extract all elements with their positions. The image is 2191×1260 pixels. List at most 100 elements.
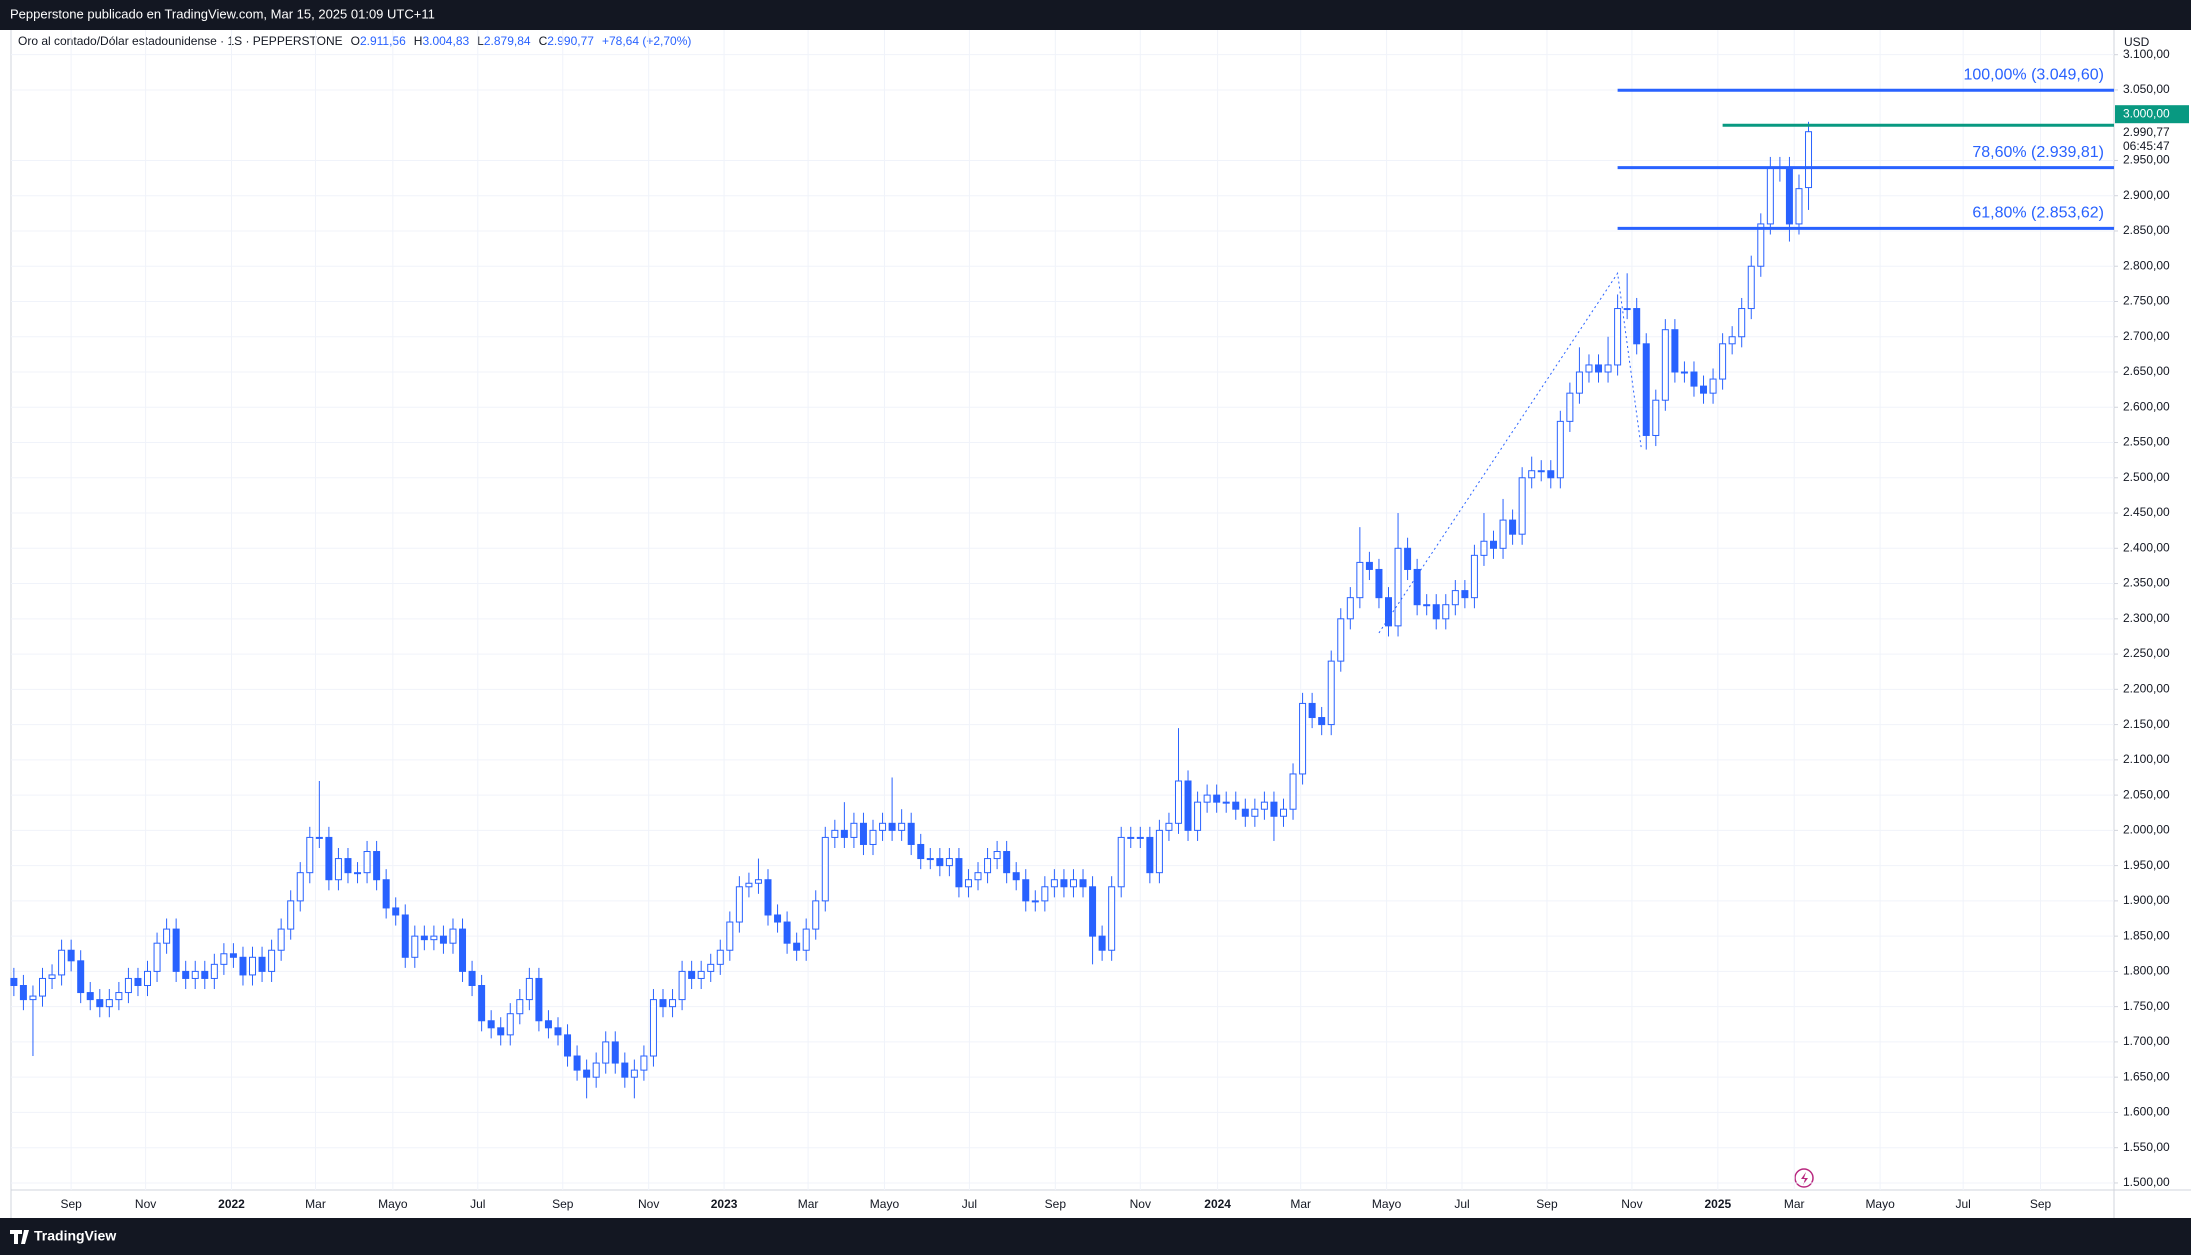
x-tick-label: Mar — [1784, 1197, 1805, 1211]
candle-body — [1423, 604, 1431, 607]
candle-body — [229, 953, 237, 958]
candle-body — [1356, 561, 1364, 599]
candle-body — [573, 1055, 581, 1071]
candle-body — [1652, 399, 1660, 436]
candle-body — [659, 999, 667, 1008]
candle-body — [602, 1041, 610, 1064]
candle-body — [1461, 590, 1469, 599]
candle-body — [1728, 336, 1736, 345]
candle-body — [859, 822, 867, 845]
candle-body — [124, 977, 132, 994]
header-bar — [0, 0, 2191, 30]
candle-body — [354, 872, 362, 875]
candle-body — [1155, 829, 1163, 874]
candle-body — [850, 822, 858, 838]
candle-body — [1022, 879, 1030, 902]
x-tick-label: 2022 — [218, 1197, 245, 1211]
candle-body — [1174, 780, 1182, 824]
footer-bar — [0, 1218, 2191, 1255]
candle-body — [1766, 167, 1774, 225]
x-tick-label: Mayo — [1372, 1197, 1402, 1211]
candle-body — [936, 858, 944, 867]
x-tick-label: Mar — [1290, 1197, 1311, 1211]
candle-body — [1318, 717, 1326, 726]
x-tick-label: Jul — [962, 1197, 977, 1211]
candle-body — [1089, 886, 1097, 937]
candle-body — [1642, 343, 1650, 436]
candle-body — [1012, 872, 1020, 881]
candle-body — [1442, 604, 1450, 620]
candle-body — [1289, 773, 1297, 810]
legend-value: 2.911,56 — [360, 34, 406, 48]
candle-body — [984, 858, 992, 874]
candle-body — [201, 970, 209, 979]
candle-body — [812, 900, 820, 930]
legend-change: +78,64 (+2,70%) — [602, 34, 691, 48]
event-icon-bolt — [1801, 1172, 1808, 1185]
candle-body — [373, 851, 381, 881]
candle-body — [1518, 477, 1526, 535]
candle-body — [1795, 188, 1803, 225]
x-tick-label: Nov — [135, 1197, 156, 1211]
candle-body — [974, 872, 982, 881]
candle-body — [1003, 851, 1011, 874]
y-tick-label: 1.850,00 — [2123, 928, 2170, 942]
event-icon[interactable] — [1794, 1168, 1814, 1188]
candle-body — [287, 900, 295, 930]
fib-label: 100,00% (3.049,60) — [1963, 66, 2104, 83]
x-tick-label: Mar — [798, 1197, 819, 1211]
legend-key: O — [351, 34, 360, 48]
legend: Oro al contado/Dólar estadounidense · 1S… — [18, 34, 691, 48]
candle-body — [58, 949, 66, 976]
candle-body — [1327, 660, 1335, 726]
tv-logo — [10, 1230, 29, 1244]
candle-body — [1184, 780, 1192, 831]
candle-body — [182, 970, 190, 979]
candle-body — [1566, 392, 1574, 422]
y-tick-label: 3.100,00 — [2123, 47, 2170, 61]
candle-body — [144, 970, 152, 987]
candle-body — [630, 1069, 638, 1078]
candle-body — [306, 836, 314, 874]
candle-body — [525, 977, 533, 1001]
candle-body — [745, 882, 753, 888]
candle-body — [258, 956, 266, 972]
candle-body — [1785, 167, 1793, 225]
y-tick-label: 2.350,00 — [2123, 576, 2170, 590]
x-tick-label: Nov — [1621, 1197, 1642, 1211]
candle-body — [783, 921, 791, 944]
candle-body — [945, 858, 953, 867]
y-tick-label: 1.650,00 — [2123, 1069, 2170, 1083]
x-tick-label: Nov — [1130, 1197, 1151, 1211]
candle-body — [1279, 808, 1287, 817]
x-tick-label: Mayo — [870, 1197, 900, 1211]
candle-body — [153, 942, 161, 972]
candle-body — [48, 974, 56, 979]
candle-body — [1556, 420, 1564, 479]
candle-body — [315, 836, 323, 839]
candle-body — [1528, 470, 1536, 479]
candle-body — [669, 999, 677, 1008]
candle-body — [1346, 597, 1354, 620]
candle-body — [1709, 378, 1717, 394]
candle-body — [1060, 879, 1068, 888]
candle-body — [821, 836, 829, 902]
candle-body — [1384, 597, 1392, 627]
y-tick-label: 2.950,00 — [2123, 153, 2170, 167]
candle-body — [1337, 618, 1345, 662]
y-tick-label: 2.550,00 — [2123, 435, 2170, 449]
price-line-label: 3.000,00 — [2123, 106, 2170, 120]
candle-body — [926, 858, 934, 861]
y-tick-label: 2.650,00 — [2123, 364, 2170, 378]
last-price-label: 2.990,77 — [2123, 125, 2170, 139]
candle-body — [1432, 604, 1440, 620]
candle-body — [1194, 801, 1202, 831]
candle-body — [764, 879, 772, 916]
candle-body — [1700, 385, 1708, 394]
candle-body — [869, 829, 877, 845]
candle-body — [1623, 308, 1631, 311]
candle-body — [1108, 886, 1116, 951]
candle-body — [363, 851, 371, 874]
candle-body — [1470, 554, 1478, 599]
